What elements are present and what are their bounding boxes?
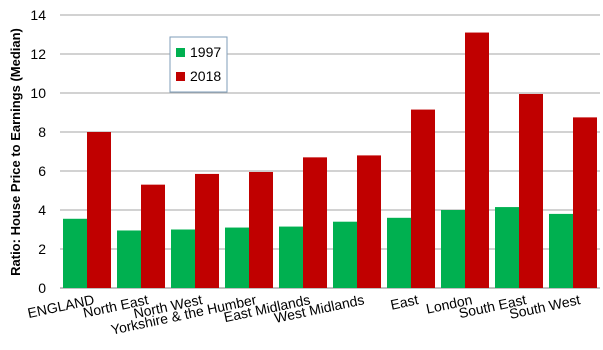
bar-2018-5 <box>357 155 381 288</box>
y-tick-label: 10 <box>30 85 46 101</box>
bar-1997-9 <box>549 213 573 288</box>
y-tick-label: 12 <box>30 46 46 62</box>
y-tick-label: 14 <box>30 7 46 23</box>
legend-swatch-1997 <box>176 48 185 57</box>
y-tick-label: 6 <box>38 163 46 179</box>
x-tick-label: East <box>389 291 420 312</box>
legend-label-2018: 2018 <box>190 68 221 84</box>
bar-2018-9 <box>573 117 597 288</box>
legend-label-1997: 1997 <box>190 44 221 60</box>
bar-1997-4 <box>279 226 303 288</box>
bar-2018-4 <box>303 157 327 288</box>
y-tick-label: 4 <box>38 202 46 218</box>
bar-2018-7 <box>465 32 489 288</box>
bar-1997-3 <box>225 227 249 288</box>
y-tick-labels: 0 2 4 6 8 10 12 14 <box>30 7 46 296</box>
y-tick-label: 0 <box>38 280 46 296</box>
y-axis-label: Ratio: House Price to Earnings (Median) <box>8 28 23 276</box>
bar-1997-2 <box>171 229 195 288</box>
bar-1997-1 <box>117 230 141 288</box>
bar-1997-7 <box>441 210 465 288</box>
bars <box>63 32 597 288</box>
bar-2018-6 <box>411 109 435 288</box>
y-tick-label: 2 <box>38 241 46 257</box>
y-tick-label: 8 <box>38 124 46 140</box>
legend-swatch-2018 <box>176 72 185 81</box>
bar-2018-1 <box>141 184 165 288</box>
legend-box <box>169 36 228 93</box>
bar-1997-0 <box>63 218 87 288</box>
bar-2018-3 <box>249 171 273 288</box>
bar-1997-6 <box>387 217 411 288</box>
legend: 1997 2018 <box>169 36 228 93</box>
bar-2018-8 <box>519 93 543 288</box>
bar-2018-0 <box>87 132 111 288</box>
bar-1997-5 <box>333 221 357 288</box>
bar-2018-2 <box>195 173 219 288</box>
bar-1997-8 <box>495 207 519 288</box>
